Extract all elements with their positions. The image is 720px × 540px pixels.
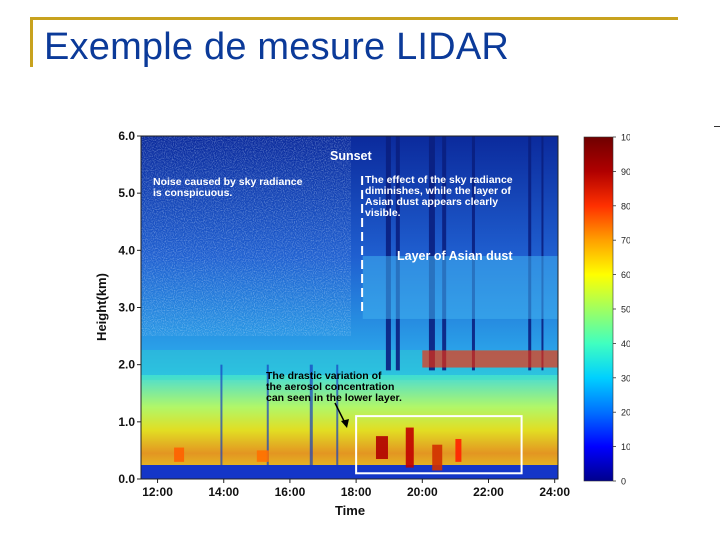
asian-dust-layer xyxy=(362,256,558,368)
colorbar-tick-label: 20 xyxy=(621,408,630,418)
y-tick-label: 3.0 xyxy=(118,301,135,315)
y-tick-label: 6.0 xyxy=(118,129,135,143)
annotation-arrowhead xyxy=(341,419,349,428)
colorbar xyxy=(583,136,614,482)
colorbar-tick-label: 0 xyxy=(621,477,626,487)
annotation-text: The effect of the sky radiance xyxy=(365,174,513,186)
y-tick-label: 1.0 xyxy=(118,415,135,429)
x-tick-label: 12:00 xyxy=(142,485,173,499)
slide-title: Exemple de mesure LIDAR xyxy=(44,26,510,68)
annotation-text: can seen in the lower layer. xyxy=(266,392,402,404)
annotation-text: Sunset xyxy=(330,149,373,163)
signal-gap-streak xyxy=(309,364,313,474)
lidar-figure: 0.0 1.0 2.0 3.0 4.0 5.0 6.0 12:00 14:00 16:00 18:… xyxy=(94,129,630,518)
signal-gap-streak xyxy=(395,136,400,371)
signal-gap-streak xyxy=(220,364,223,474)
x-tick-label: 18:00 xyxy=(341,485,372,499)
signal-gap-streak xyxy=(442,136,447,371)
y-axis-ticks: 0.0 1.0 2.0 3.0 4.0 5.0 6.0 xyxy=(118,129,141,486)
signal-gap-streak xyxy=(528,136,532,371)
surface-band xyxy=(141,465,558,479)
sky-noise xyxy=(141,136,351,336)
colorbar-tick-label: 50 xyxy=(621,305,630,315)
signal-gap-streak xyxy=(428,136,435,371)
colorbar-tick-label: 40 xyxy=(621,339,630,349)
x-tick-label: 22:00 xyxy=(473,485,504,499)
signal-gap-streak xyxy=(541,136,544,371)
x-tick-label: 24:00 xyxy=(539,485,570,499)
y-axis-label: Height(km) xyxy=(94,273,109,341)
annotation-text: The drastic variation of xyxy=(266,370,382,382)
x-axis-label: Time xyxy=(335,503,365,518)
signal-gap-streak xyxy=(266,364,269,474)
highlight-box xyxy=(355,415,523,475)
aerosol-hotspot xyxy=(455,438,462,462)
annotation-text: is conspicuous. xyxy=(153,187,232,199)
dust-layer-band xyxy=(362,256,558,319)
x-axis-ticks: 12:00 14:00 16:00 18:00 20:00 22:00 24:00 xyxy=(142,479,570,499)
annotation-text: diminishes, while the layer of xyxy=(365,185,511,197)
colorbar-tick-label: 90 xyxy=(621,167,630,177)
annotation-text: Noise caused by sky radiance xyxy=(153,176,303,188)
aerosol-hotspots xyxy=(174,427,462,471)
x-tick-label: 16:00 xyxy=(275,485,306,499)
annotation-arrow xyxy=(334,402,346,424)
aerosol-hotspot xyxy=(375,436,388,459)
signal-gap-streak xyxy=(336,364,339,474)
colorbar-ticks: 0 10 20 30 40 50 60 70 80 90 100 xyxy=(613,133,630,487)
annotation-text: Layer of Asian dust xyxy=(397,249,513,263)
colorbar-tick-label: 100 xyxy=(621,133,630,143)
signal-gap-streak xyxy=(471,136,475,371)
y-tick-label: 4.0 xyxy=(118,243,135,257)
title-accent-line-top xyxy=(31,17,678,20)
boundary-layer xyxy=(141,375,558,467)
colorbar-tick-label: 80 xyxy=(621,201,630,211)
x-tick-label: 20:00 xyxy=(407,485,438,499)
annotation-text: visible. xyxy=(365,207,401,219)
annotation-text: Asian dust appears clearly xyxy=(365,196,498,208)
x-tick-label: 14:00 xyxy=(208,485,239,499)
y-tick-label: 0.0 xyxy=(118,472,135,486)
title-accent-line-left xyxy=(30,17,33,67)
aerosol-hotspot xyxy=(174,447,185,462)
dust-layer-top-edge xyxy=(422,350,558,368)
colorbar-tick-label: 70 xyxy=(621,236,630,246)
edge-mark xyxy=(714,126,720,127)
signal-gap-streak xyxy=(385,136,391,371)
y-tick-label: 2.0 xyxy=(118,358,135,372)
vertical-signal-gaps xyxy=(220,136,544,474)
colorbar-tick-label: 10 xyxy=(621,442,630,452)
colorbar-tick-label: 30 xyxy=(621,373,630,383)
aerosol-hotspot xyxy=(256,450,269,462)
y-tick-label: 5.0 xyxy=(118,186,135,200)
aerosol-hotspot xyxy=(405,427,414,468)
colorbar-tick-label: 60 xyxy=(621,270,630,280)
plot-area xyxy=(141,136,558,479)
aerosol-hotspot xyxy=(432,444,443,471)
annotation-text: the aerosol concentration xyxy=(266,381,394,393)
